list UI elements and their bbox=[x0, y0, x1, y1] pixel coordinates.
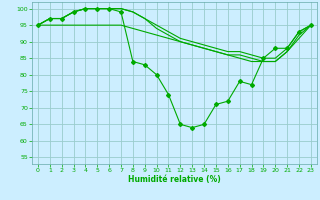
X-axis label: Humidité relative (%): Humidité relative (%) bbox=[128, 175, 221, 184]
